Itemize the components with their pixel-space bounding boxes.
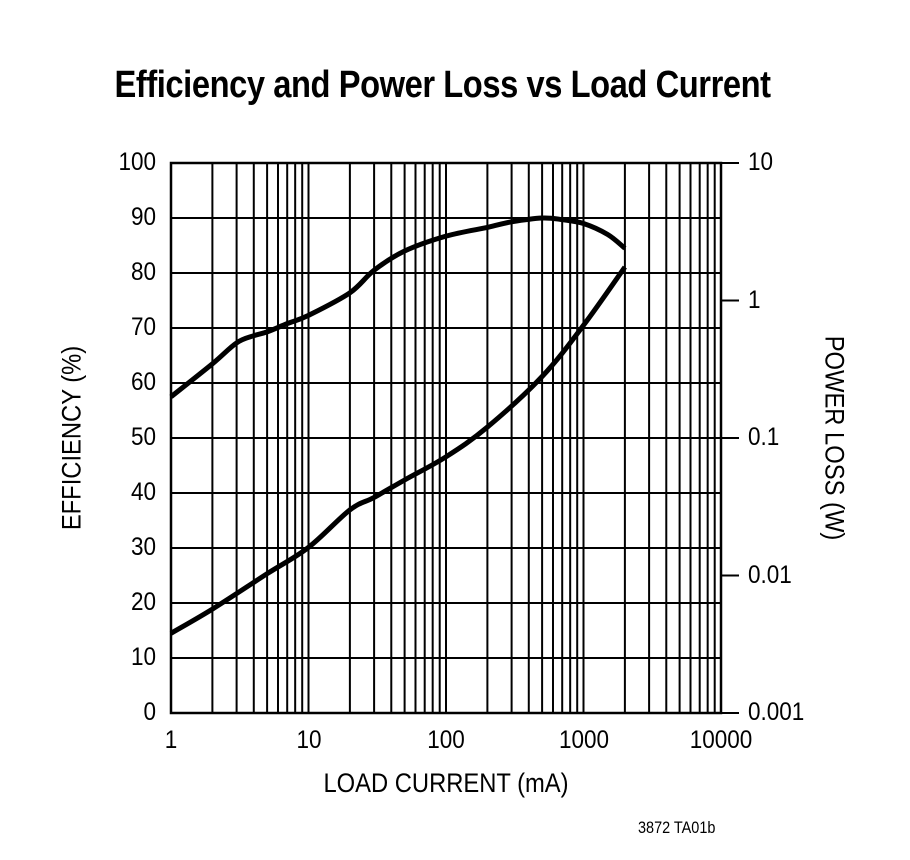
x-axis-tick-label: 100 [427,726,465,754]
right-axis-tick-label: 10 [748,148,774,176]
right-axis-ticks [721,162,739,714]
left-axis-tick-label: 50 [130,423,156,451]
efficiency-curve [169,215,627,399]
left-axis-label: EFFICIENCY (%) [56,345,87,531]
x-axis-tick-label: 10000 [689,726,753,754]
right-axis-tick-label: 0.01 [748,560,792,589]
left-axis-tick-label: 100 [118,148,156,176]
left-axis-tick-label: 80 [130,258,156,286]
left-axis-tick-label: 70 [130,313,156,341]
right-axis-label: POWER LOSS (W) [819,335,850,541]
x-axis-label: LOAD CURRENT (mA) [323,768,569,798]
right-axis-tick-label: 1 [748,285,761,314]
left-axis-tick-label: 60 [130,368,156,396]
left-axis-tick-label: 10 [130,643,156,671]
figure-code: 3872 TA01b [638,818,716,837]
right-axis-tick-label: 0.001 [748,698,805,726]
left-axis-tick-label: 30 [130,533,156,561]
left-axis-tick-label: 20 [130,588,156,616]
x-axis-tick-label: 1000 [558,726,609,754]
grid-lines [171,163,721,713]
plot-frame [169,161,723,715]
x-axis-tick-label: 10 [295,726,322,754]
chart-title: Efficiency and Power Loss vs Load Curren… [114,64,772,106]
left-axis-tick-label: 0 [143,698,156,726]
x-axis-tick-label: 1 [164,726,178,754]
left-axis-tick-label: 90 [130,203,156,231]
right-axis-tick-label: 0.1 [748,423,780,451]
left-axis-tick-label: 40 [130,478,156,506]
power-loss-curve [169,265,627,636]
